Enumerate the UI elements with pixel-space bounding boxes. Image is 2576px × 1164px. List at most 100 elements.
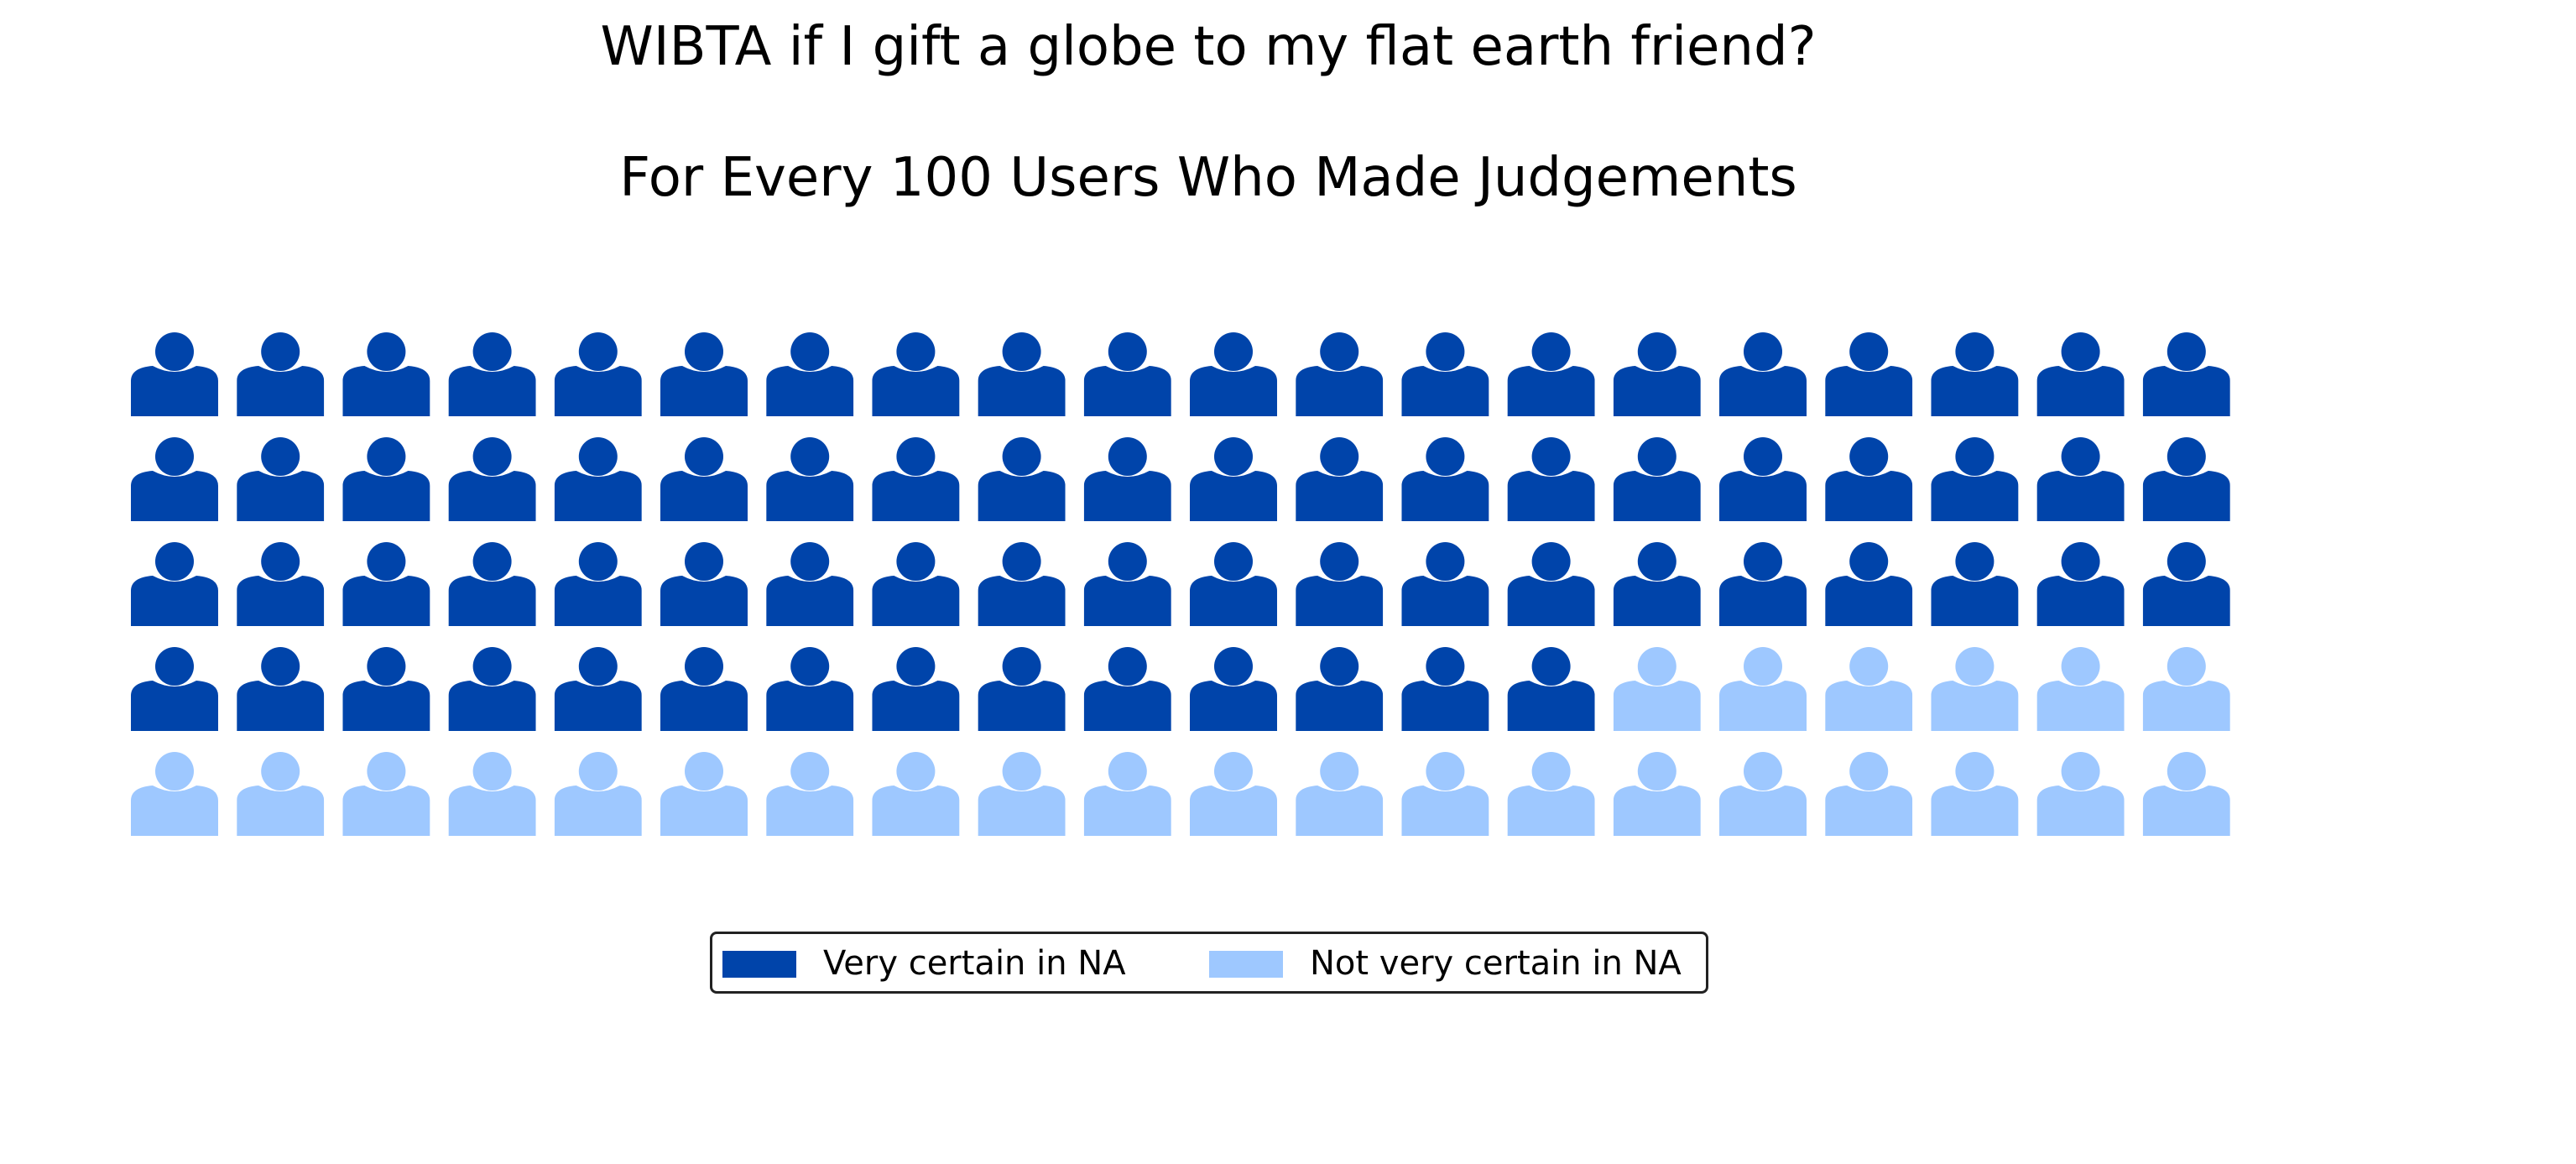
person-icon (766, 542, 854, 626)
person-icon (1613, 542, 1701, 626)
person-icon (448, 752, 536, 836)
person-icon (1825, 542, 1913, 626)
person-icon (1296, 332, 1384, 416)
person-icon (237, 332, 325, 416)
person-icon (1507, 437, 1595, 521)
person-icon (237, 542, 325, 626)
person-icon (1825, 437, 1913, 521)
person-icon (1931, 437, 2019, 521)
person-icon (660, 542, 748, 626)
person-icon (1507, 542, 1595, 626)
person-icon (660, 752, 748, 836)
person-icon (978, 542, 1066, 626)
person-icon (1825, 752, 1913, 836)
person-icon (131, 542, 218, 626)
person-icon (2036, 437, 2125, 521)
person-icon (342, 647, 430, 731)
person-icon (1931, 542, 2019, 626)
person-icon (1190, 332, 1277, 416)
person-icon (342, 752, 430, 836)
person-icon (660, 332, 748, 416)
person-icon (1719, 437, 1807, 521)
person-icon (660, 647, 748, 731)
person-icon (2142, 752, 2230, 836)
person-icon (1401, 647, 1489, 731)
person-icon (448, 332, 536, 416)
person-icon (1083, 752, 1171, 836)
person-icon (2036, 647, 2125, 731)
person-icon (1719, 752, 1807, 836)
person-icon (1296, 437, 1384, 521)
legend-label-not-very-certain: Not very certain in NA (1310, 944, 1682, 983)
person-icon (1401, 437, 1489, 521)
person-icon (872, 332, 960, 416)
person-icon (1613, 752, 1701, 836)
person-icon (872, 437, 960, 521)
person-icon (1083, 332, 1171, 416)
person-icon (554, 437, 642, 521)
person-icon (978, 437, 1066, 521)
person-icon (1083, 542, 1171, 626)
person-icon (1825, 647, 1913, 731)
person-icon (237, 647, 325, 731)
person-icon (554, 332, 642, 416)
person-icon (131, 752, 218, 836)
person-icon (2142, 542, 2230, 626)
person-icon (131, 332, 218, 416)
person-icon (1719, 542, 1807, 626)
person-icon (1296, 647, 1384, 731)
person-icon (131, 647, 218, 731)
person-icon (1613, 332, 1701, 416)
legend-swatch-very-certain (722, 951, 796, 978)
person-icon (872, 752, 960, 836)
person-icon (237, 437, 325, 521)
legend-swatch-not-very-certain (1209, 951, 1283, 978)
legend: Very certain in NA Not very certain in N… (710, 932, 1708, 994)
chart-title: WIBTA if I gift a globe to my flat earth… (600, 16, 1817, 78)
person-icon (131, 437, 218, 521)
person-icon (237, 752, 325, 836)
person-icon (978, 332, 1066, 416)
chart-subtitle: For Every 100 Users Who Made Judgements (619, 147, 1797, 209)
person-icon (342, 437, 430, 521)
person-icon (1190, 542, 1277, 626)
person-icon (1190, 437, 1277, 521)
person-icon (1401, 332, 1489, 416)
person-icon (342, 332, 430, 416)
person-icon (1719, 332, 1807, 416)
person-icon (554, 752, 642, 836)
person-icon (2036, 752, 2125, 836)
person-icon (1296, 542, 1384, 626)
person-icon (872, 542, 960, 626)
person-icon (978, 647, 1066, 731)
person-icon (660, 437, 748, 521)
person-icon (1401, 542, 1489, 626)
person-icon (1613, 437, 1701, 521)
person-icon (1613, 647, 1701, 731)
person-icon (1719, 647, 1807, 731)
person-icon (1507, 332, 1595, 416)
person-icon (1507, 752, 1595, 836)
person-icon (766, 437, 854, 521)
person-icon (2036, 332, 2125, 416)
person-icon (2142, 437, 2230, 521)
person-icon (1931, 647, 2019, 731)
person-icon (2036, 542, 2125, 626)
person-icon (1083, 647, 1171, 731)
person-icon (766, 647, 854, 731)
person-icon (1931, 332, 2019, 416)
person-icon (2142, 647, 2230, 731)
person-icon (448, 542, 536, 626)
person-icon (1083, 437, 1171, 521)
person-icon (1507, 647, 1595, 731)
person-icon (1931, 752, 2019, 836)
legend-label-very-certain: Very certain in NA (823, 944, 1126, 983)
person-icon (448, 437, 536, 521)
person-icon (978, 752, 1066, 836)
person-icon (1401, 752, 1489, 836)
person-icon (1190, 647, 1277, 731)
person-icon (342, 542, 430, 626)
person-icon (554, 542, 642, 626)
icon-grid (131, 332, 2230, 836)
person-icon (1296, 752, 1384, 836)
